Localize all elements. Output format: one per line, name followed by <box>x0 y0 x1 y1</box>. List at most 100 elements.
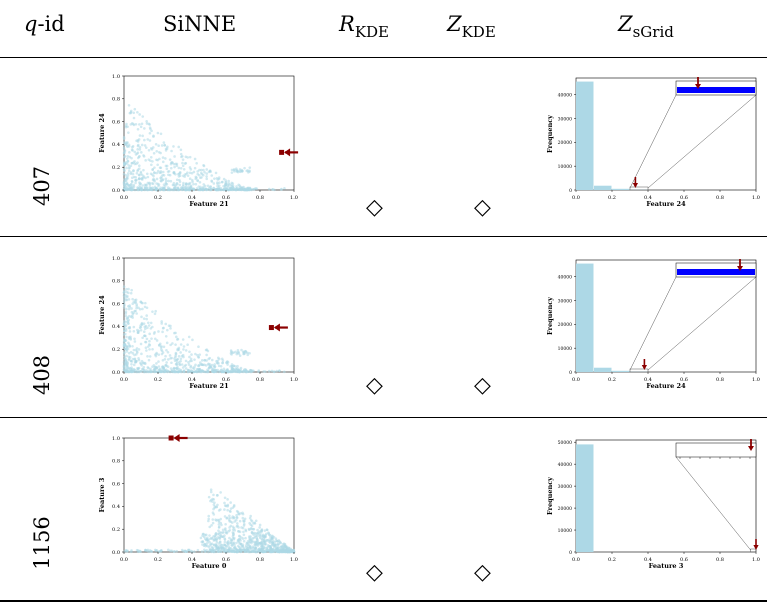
rkde-marker: ◇ <box>366 560 383 585</box>
scatter-point <box>198 187 202 191</box>
scatter-point <box>178 363 182 367</box>
scatter-point <box>277 539 281 542</box>
scatter-point <box>211 521 215 525</box>
scatter-point <box>123 289 126 293</box>
scatter-point <box>223 515 227 518</box>
scatter-point <box>145 349 148 352</box>
scatter-point <box>234 518 238 522</box>
scatter-point <box>132 169 135 172</box>
scatter-point <box>174 162 178 166</box>
bottom-rule <box>0 600 767 602</box>
scatter-point <box>169 162 173 166</box>
x-axis-label: Feature 24 <box>646 200 686 208</box>
scatter-point <box>127 143 131 147</box>
scatter-point <box>166 548 170 552</box>
scatter-point <box>140 188 144 192</box>
scatter-point <box>236 550 240 554</box>
scatter-point <box>279 541 282 545</box>
scatter-point <box>242 539 246 543</box>
scatter-point <box>181 184 185 188</box>
scatter-point <box>239 543 243 546</box>
scatter-point <box>212 370 216 373</box>
scatter-point <box>205 188 209 191</box>
inset-connector <box>647 276 757 371</box>
query-arrow-head <box>753 545 759 550</box>
y-axis-label: Frequency <box>546 297 554 335</box>
scatter-point <box>260 529 263 533</box>
y-tick-label: 40000 <box>558 462 572 468</box>
scatter-point <box>143 138 146 142</box>
scatter-point <box>177 355 181 358</box>
scatter-point <box>184 359 188 363</box>
scatter-point <box>135 306 138 310</box>
scatter-point <box>127 351 131 355</box>
scatter-point <box>164 177 168 181</box>
scatter-point <box>239 370 242 373</box>
scatter-point <box>207 366 211 370</box>
scatter-point <box>268 545 272 549</box>
scatter-point <box>234 370 238 374</box>
scatter-point <box>144 301 147 305</box>
scatter-point <box>217 364 221 368</box>
scatter-point <box>225 516 229 520</box>
zoom-region <box>629 186 649 191</box>
scatter-point <box>166 328 169 332</box>
scatter-point <box>226 508 229 512</box>
x-axis-label: Feature 24 <box>646 382 686 390</box>
scatter-point <box>173 165 176 169</box>
scatter-point <box>235 187 238 190</box>
scatter-point <box>151 347 154 351</box>
scatter-point <box>144 176 147 180</box>
scatter-point <box>169 327 172 330</box>
y-tick-label: 0.0 <box>112 550 120 556</box>
scatter-point <box>126 369 129 372</box>
scatter-point <box>161 170 165 174</box>
scatter-point <box>222 177 226 181</box>
scatter-point <box>132 175 136 179</box>
scatter-point <box>193 370 196 374</box>
scatter-point <box>216 359 220 363</box>
scatter-point <box>223 508 226 511</box>
scatter-point <box>147 321 150 325</box>
scatter-point <box>217 187 221 191</box>
scatter-point <box>151 160 154 163</box>
scatter-point <box>166 358 170 361</box>
x-tick-label: 0.0 <box>120 377 128 383</box>
scatter-point <box>227 179 230 183</box>
scatter-point <box>157 150 161 154</box>
inset-query-arrow-head <box>695 84 701 89</box>
scatter-point <box>224 179 228 182</box>
scatter-point <box>138 181 141 184</box>
x-axis-label: Feature 21 <box>189 200 228 208</box>
scatter-point <box>173 359 177 363</box>
scatter-point <box>217 357 221 361</box>
scatter-point <box>137 177 141 181</box>
scatter-point <box>123 338 126 342</box>
scatter-point <box>222 367 226 371</box>
scatter-point <box>180 155 183 159</box>
scatter-point <box>145 317 148 321</box>
scatter-point <box>191 180 194 184</box>
y-tick-label: 0.6 <box>112 301 120 307</box>
scatter-point <box>126 347 130 351</box>
y-tick-label: 0.6 <box>112 119 120 125</box>
scatter-point <box>164 164 168 168</box>
scatter-point <box>273 542 277 546</box>
scatter-point <box>163 143 167 147</box>
scatter-point <box>223 185 227 188</box>
scatter-point <box>256 531 259 535</box>
scatter-point <box>229 501 232 504</box>
scatter-point <box>155 177 159 181</box>
scatter-point <box>127 169 131 173</box>
scatter-point <box>226 184 230 187</box>
y-tick-label: 30000 <box>558 484 572 490</box>
scatter-point <box>133 353 136 357</box>
scatter-point <box>223 496 227 500</box>
scatter-point <box>213 188 217 191</box>
scatter-point <box>130 288 133 292</box>
scatter-point <box>217 361 220 365</box>
scatter-point <box>235 509 239 513</box>
scatter-point <box>140 315 143 319</box>
scatter-point <box>122 326 126 330</box>
scatter-point <box>262 541 265 544</box>
